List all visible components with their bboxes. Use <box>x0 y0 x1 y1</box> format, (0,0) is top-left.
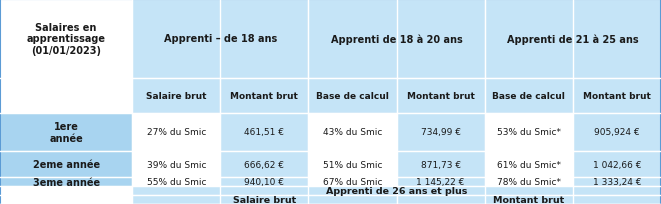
FancyBboxPatch shape <box>397 113 485 151</box>
Text: Montant brut: Montant brut <box>407 91 475 100</box>
FancyBboxPatch shape <box>220 177 309 186</box>
FancyBboxPatch shape <box>309 151 397 177</box>
FancyBboxPatch shape <box>220 113 309 151</box>
Text: 43% du Smic: 43% du Smic <box>323 128 382 136</box>
FancyBboxPatch shape <box>573 151 661 177</box>
FancyBboxPatch shape <box>132 79 220 113</box>
FancyBboxPatch shape <box>0 195 132 204</box>
FancyBboxPatch shape <box>485 0 661 79</box>
FancyBboxPatch shape <box>132 186 661 195</box>
FancyBboxPatch shape <box>485 151 573 177</box>
FancyBboxPatch shape <box>220 79 309 113</box>
Text: Montant brut: Montant brut <box>493 195 564 204</box>
Text: 734,99 €: 734,99 € <box>420 128 461 136</box>
FancyBboxPatch shape <box>397 195 661 204</box>
FancyBboxPatch shape <box>0 151 132 177</box>
FancyBboxPatch shape <box>309 177 397 186</box>
Text: 1 333,24 €: 1 333,24 € <box>593 177 641 186</box>
Text: Base de calcul: Base de calcul <box>316 91 389 100</box>
Text: 27% du Smic: 27% du Smic <box>147 128 206 136</box>
Text: 67% du Smic: 67% du Smic <box>323 177 382 186</box>
Text: Apprenti – de 18 ans: Apprenti – de 18 ans <box>164 34 277 44</box>
FancyBboxPatch shape <box>485 113 573 151</box>
Text: 940,10 €: 940,10 € <box>245 177 284 186</box>
Text: 55% du Smic: 55% du Smic <box>147 177 206 186</box>
FancyBboxPatch shape <box>309 79 397 113</box>
Text: 666,62 €: 666,62 € <box>245 160 284 169</box>
Text: Salaires en
apprentissage
(01/01/2023): Salaires en apprentissage (01/01/2023) <box>26 23 106 56</box>
FancyBboxPatch shape <box>132 177 220 186</box>
FancyBboxPatch shape <box>309 113 397 151</box>
FancyBboxPatch shape <box>132 0 309 79</box>
FancyBboxPatch shape <box>485 79 573 113</box>
FancyBboxPatch shape <box>397 79 485 113</box>
Text: 871,73 €: 871,73 € <box>420 160 461 169</box>
FancyBboxPatch shape <box>0 79 132 113</box>
FancyBboxPatch shape <box>220 151 309 177</box>
Text: Apprenti de 21 à 25 ans: Apprenti de 21 à 25 ans <box>507 34 639 44</box>
Text: Base de calcul: Base de calcul <box>492 91 565 100</box>
FancyBboxPatch shape <box>573 113 661 151</box>
FancyBboxPatch shape <box>132 151 220 177</box>
Text: 39% du Smic: 39% du Smic <box>147 160 206 169</box>
FancyBboxPatch shape <box>397 151 485 177</box>
FancyBboxPatch shape <box>573 177 661 186</box>
Text: 3eme année: 3eme année <box>32 177 100 187</box>
FancyBboxPatch shape <box>0 113 132 151</box>
Text: Montant brut: Montant brut <box>231 91 298 100</box>
Text: 53% du Smic*: 53% du Smic* <box>497 128 561 136</box>
FancyBboxPatch shape <box>397 177 485 186</box>
Text: 1 145,22 €: 1 145,22 € <box>416 177 465 186</box>
Text: Apprenti de 26 ans et plus: Apprenti de 26 ans et plus <box>326 186 467 195</box>
Text: 78% du Smic*: 78% du Smic* <box>497 177 561 186</box>
FancyBboxPatch shape <box>0 186 132 195</box>
Text: Salaire brut: Salaire brut <box>233 195 296 204</box>
Text: 1ere
année: 1ere année <box>49 121 83 143</box>
Text: Montant brut: Montant brut <box>583 91 651 100</box>
Text: 905,924 €: 905,924 € <box>594 128 640 136</box>
Text: 1 042,66 €: 1 042,66 € <box>593 160 641 169</box>
FancyBboxPatch shape <box>0 177 132 186</box>
Text: 61% du Smic*: 61% du Smic* <box>497 160 561 169</box>
Text: 461,51 €: 461,51 € <box>245 128 284 136</box>
Text: 2eme année: 2eme année <box>32 159 100 169</box>
FancyBboxPatch shape <box>132 113 220 151</box>
FancyBboxPatch shape <box>309 0 485 79</box>
Text: Apprenti de 18 à 20 ans: Apprenti de 18 à 20 ans <box>330 34 463 44</box>
Text: Salaire brut: Salaire brut <box>146 91 206 100</box>
FancyBboxPatch shape <box>132 195 397 204</box>
Text: 51% du Smic: 51% du Smic <box>323 160 382 169</box>
FancyBboxPatch shape <box>485 177 573 186</box>
FancyBboxPatch shape <box>573 79 661 113</box>
FancyBboxPatch shape <box>0 0 132 79</box>
